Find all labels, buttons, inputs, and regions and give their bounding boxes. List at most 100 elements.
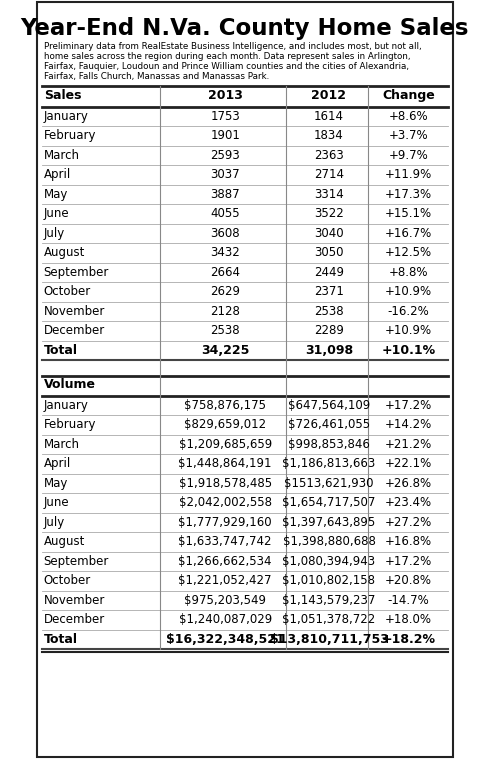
Text: 3040: 3040 (313, 227, 343, 240)
Text: $1,397,643,895: $1,397,643,895 (282, 516, 375, 529)
Text: $1,654,717,507: $1,654,717,507 (282, 496, 375, 509)
Text: 2449: 2449 (313, 266, 343, 279)
Text: Sales: Sales (43, 90, 81, 102)
Text: +23.4%: +23.4% (385, 496, 431, 509)
Text: +21.2%: +21.2% (385, 438, 431, 451)
Text: +12.5%: +12.5% (385, 246, 431, 260)
Text: +17.2%: +17.2% (385, 555, 431, 568)
Text: 34,225: 34,225 (201, 344, 249, 357)
Text: 2363: 2363 (313, 149, 343, 162)
Text: 4055: 4055 (210, 207, 240, 220)
Text: +9.7%: +9.7% (388, 149, 427, 162)
Text: June: June (43, 496, 69, 509)
Text: $1513,621,930: $1513,621,930 (284, 477, 373, 490)
Text: +17.2%: +17.2% (385, 398, 431, 411)
Text: December: December (43, 324, 105, 337)
Text: $1,186,813,663: $1,186,813,663 (282, 457, 375, 471)
Text: $1,448,864,191: $1,448,864,191 (178, 457, 271, 471)
Text: 3037: 3037 (210, 168, 240, 181)
Text: +8.8%: +8.8% (388, 266, 427, 279)
Text: $1,240,087,029: $1,240,087,029 (178, 613, 271, 626)
Text: $726,461,055: $726,461,055 (287, 418, 369, 431)
Text: 2013: 2013 (207, 90, 242, 102)
Text: March: March (43, 438, 80, 451)
Text: $1,266,662,534: $1,266,662,534 (178, 555, 271, 568)
Text: Change: Change (382, 90, 434, 102)
Text: $1,209,685,659: $1,209,685,659 (178, 438, 271, 451)
Text: $2,042,002,558: $2,042,002,558 (178, 496, 271, 509)
Text: +14.2%: +14.2% (385, 418, 431, 431)
Text: 2012: 2012 (311, 90, 346, 102)
Text: 3050: 3050 (314, 246, 343, 260)
Text: 3887: 3887 (210, 187, 240, 200)
Text: January: January (43, 398, 88, 411)
Text: +10.9%: +10.9% (385, 324, 431, 337)
Text: 3432: 3432 (210, 246, 240, 260)
Text: +15.1%: +15.1% (385, 207, 431, 220)
Text: +18.0%: +18.0% (385, 613, 431, 626)
Text: 3314: 3314 (313, 187, 343, 200)
Text: $16,322,348,521: $16,322,348,521 (165, 633, 284, 646)
Text: +11.9%: +11.9% (385, 168, 431, 181)
Text: $975,203,549: $975,203,549 (184, 594, 265, 606)
Text: September: September (43, 555, 109, 568)
Text: September: September (43, 266, 109, 279)
Text: +26.8%: +26.8% (385, 477, 431, 490)
Text: 2371: 2371 (313, 285, 343, 298)
Text: home sales across the region during each month. Data represent sales in Arlingto: home sales across the region during each… (43, 52, 409, 61)
Text: Volume: Volume (43, 378, 96, 391)
Text: +8.6%: +8.6% (388, 110, 427, 123)
Text: $647,564,109: $647,564,109 (287, 398, 369, 411)
Text: $829,659,012: $829,659,012 (183, 418, 265, 431)
Text: 2629: 2629 (210, 285, 240, 298)
Text: 2128: 2128 (210, 305, 240, 318)
Text: 1753: 1753 (210, 110, 240, 123)
Text: -14.7%: -14.7% (387, 594, 429, 606)
Text: $13,810,711,753: $13,810,711,753 (269, 633, 387, 646)
Text: June: June (43, 207, 69, 220)
Text: +18.2%: +18.2% (381, 633, 435, 646)
Text: 2664: 2664 (210, 266, 240, 279)
Text: $1,221,052,427: $1,221,052,427 (178, 575, 271, 587)
Text: 31,098: 31,098 (305, 344, 352, 357)
Text: October: October (43, 285, 91, 298)
Text: +16.7%: +16.7% (385, 227, 431, 240)
Text: May: May (43, 187, 68, 200)
Text: +22.1%: +22.1% (385, 457, 431, 471)
Text: March: March (43, 149, 80, 162)
Text: Year-End N.Va. County Home Sales: Year-End N.Va. County Home Sales (20, 17, 468, 40)
Text: January: January (43, 110, 88, 123)
Text: 3522: 3522 (313, 207, 343, 220)
Text: November: November (43, 594, 105, 606)
Text: December: December (43, 613, 105, 626)
Text: +27.2%: +27.2% (385, 516, 431, 529)
FancyBboxPatch shape (37, 2, 452, 757)
Text: April: April (43, 457, 71, 471)
Text: Fairfax, Fauquier, Loudoun and Prince William counties and the cities of Alexand: Fairfax, Fauquier, Loudoun and Prince Wi… (43, 62, 408, 71)
Text: April: April (43, 168, 71, 181)
Text: 3608: 3608 (210, 227, 240, 240)
Text: +10.1%: +10.1% (381, 344, 435, 357)
Text: 2538: 2538 (210, 324, 240, 337)
Text: Preliminary data from RealEstate Business Intelligence, and includes most, but n: Preliminary data from RealEstate Busines… (43, 42, 421, 51)
Text: +16.8%: +16.8% (385, 535, 431, 548)
Text: $758,876,175: $758,876,175 (184, 398, 265, 411)
Text: -16.2%: -16.2% (387, 305, 429, 318)
Text: August: August (43, 535, 85, 548)
Text: 1614: 1614 (313, 110, 343, 123)
Text: August: August (43, 246, 85, 260)
Text: July: July (43, 516, 65, 529)
Text: 2593: 2593 (210, 149, 240, 162)
Text: $1,918,578,485: $1,918,578,485 (178, 477, 271, 490)
Text: November: November (43, 305, 105, 318)
Text: +20.8%: +20.8% (385, 575, 431, 587)
Text: February: February (43, 129, 96, 142)
Text: $1,143,579,237: $1,143,579,237 (282, 594, 375, 606)
Text: 1901: 1901 (210, 129, 240, 142)
Text: +3.7%: +3.7% (388, 129, 427, 142)
Text: +17.3%: +17.3% (385, 187, 431, 200)
Text: July: July (43, 227, 65, 240)
Text: $1,777,929,160: $1,777,929,160 (178, 516, 271, 529)
Text: February: February (43, 418, 96, 431)
Text: $1,051,378,722: $1,051,378,722 (282, 613, 375, 626)
